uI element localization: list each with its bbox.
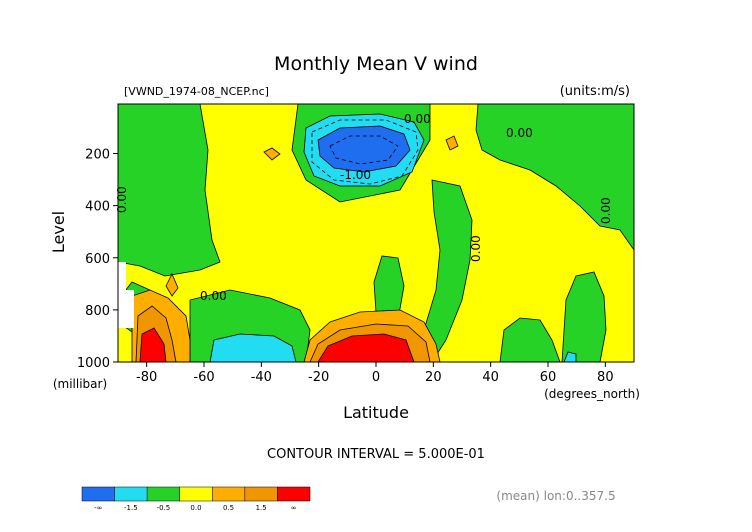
contour-region-north-lower xyxy=(561,271,607,363)
x-axis-label: Latitude xyxy=(343,403,409,422)
colorbar: -∞ -1.5 -0.5 0.0 0.5 1.5 ∞ xyxy=(81,486,311,512)
colorbar-swatch xyxy=(81,486,115,502)
colorbar-swatch xyxy=(114,486,148,502)
contour-label: -1.00 xyxy=(340,168,371,182)
y-tick-label: 600 xyxy=(85,252,110,267)
colorbar-swatch xyxy=(179,486,213,502)
x-tick-label: -80 xyxy=(136,370,157,385)
colorbar-label: -1.5 xyxy=(124,504,138,512)
y-axis: 200 400 600 800 1000 xyxy=(77,148,118,371)
contour-region-orange-spot-3 xyxy=(165,273,179,297)
contour-label: 0.00 xyxy=(469,235,483,262)
negative-contour-lines xyxy=(311,119,419,185)
mean-note: (mean) lon:0..357.5 xyxy=(496,489,615,503)
contour-interval-text: CONTOUR INTERVAL = 5.000E-01 xyxy=(267,447,485,462)
file-label: [VWND_1974-08_NCEP.nc] xyxy=(124,85,269,98)
plot-area xyxy=(117,103,635,363)
colorbar-label: 0.5 xyxy=(223,504,234,512)
contour-region-southern-band xyxy=(117,103,221,277)
colorbar-label: ∞ xyxy=(291,504,297,512)
contour-label: 0.00 xyxy=(506,126,533,140)
x-axis-units: (degrees_north) xyxy=(544,387,640,401)
colorbar-label: -0.5 xyxy=(157,504,171,512)
contour-label-layer: 0.00 0.00 -1.00 0.00 0.00 0.00 0.00 xyxy=(115,112,613,303)
contour-label: 0.00 xyxy=(200,289,227,303)
colorbar-label: -∞ xyxy=(94,504,102,512)
dashed-contour-2 xyxy=(311,119,419,185)
colorbar-swatch xyxy=(277,486,311,502)
positive-regions xyxy=(131,135,459,363)
units-label: (units:m/s) xyxy=(560,84,630,99)
chart-title: Monthly Mean V wind xyxy=(274,53,478,75)
y-tick-label: 200 xyxy=(85,148,110,163)
colorbar-label: 0.0 xyxy=(190,504,201,512)
x-tick-label: -20 xyxy=(308,370,329,385)
contour-label: 0.00 xyxy=(115,186,129,213)
x-tick-label: 20 xyxy=(425,370,442,385)
contour-label: 0.00 xyxy=(404,112,431,126)
colorbar-swatch xyxy=(146,486,180,502)
y-tick-label: 800 xyxy=(85,304,110,319)
colorbar-label: 1.5 xyxy=(256,504,267,512)
y-tick-label: 1000 xyxy=(77,356,110,371)
x-tick-label: 40 xyxy=(482,370,499,385)
contour-region-strong-negative xyxy=(317,125,411,173)
colorbar-swatch xyxy=(212,486,246,502)
missing-data-area xyxy=(118,262,134,328)
contour-region-orange-spot-2 xyxy=(445,135,459,151)
x-axis: -80 -60 -40 -20 0 20 40 60 80 xyxy=(136,362,614,385)
y-axis-units: (millibar) xyxy=(53,377,107,391)
y-tick-label: 400 xyxy=(85,200,110,215)
contour-region-orange-spot-1 xyxy=(263,147,281,161)
x-tick-label: 80 xyxy=(597,370,614,385)
contour-label: 0.00 xyxy=(599,197,613,224)
x-tick-label: -60 xyxy=(193,370,214,385)
x-tick-label: 0 xyxy=(372,370,380,385)
x-tick-label: -40 xyxy=(251,370,272,385)
x-tick-label: 60 xyxy=(540,370,557,385)
colorbar-swatch xyxy=(244,486,278,502)
y-axis-label: Level xyxy=(49,211,68,253)
